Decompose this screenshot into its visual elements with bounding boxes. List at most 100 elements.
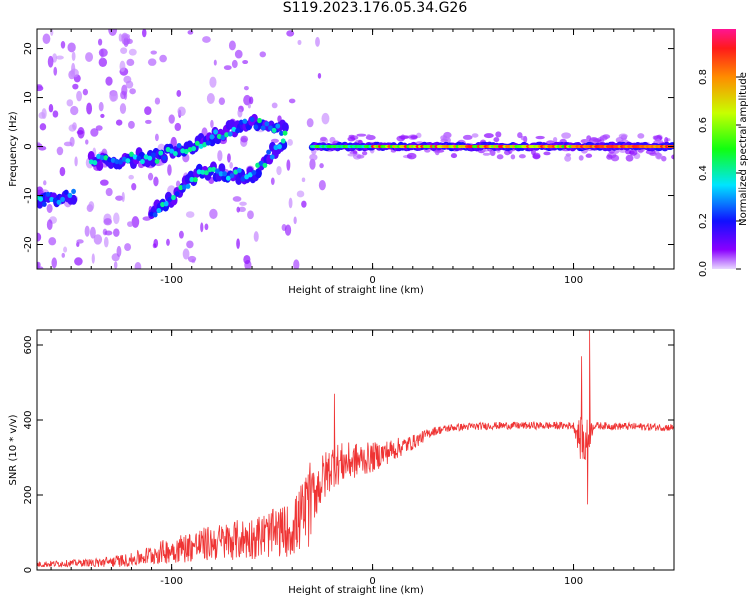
spectrogram-speckle <box>410 135 418 139</box>
spectrogram-ridge-core <box>52 197 58 203</box>
spectrogram-speckle <box>649 152 658 156</box>
spectrogram-speckle <box>301 177 306 183</box>
spectrogram-ridge-core <box>163 201 169 207</box>
spectrogram-ridge-core <box>154 158 160 164</box>
spectrogram-speckle <box>227 153 231 163</box>
spectrogram-ridge-core <box>203 170 209 176</box>
spectrogram-xtick-label: -100 <box>160 275 183 286</box>
spectrogram-speckle <box>361 151 368 156</box>
spectrogram-speckle <box>98 101 104 112</box>
spectrogram-speckle <box>123 37 129 48</box>
spectrogram-speckle <box>39 123 47 131</box>
spectrogram-speckle <box>124 243 132 252</box>
spectrogram-speckle <box>97 38 103 46</box>
spectrogram-speckle <box>450 153 458 159</box>
spectrogram-xtick-label: 100 <box>564 275 583 286</box>
spectrogram-ridge-core <box>205 140 211 146</box>
spectrogram-speckle <box>321 112 330 125</box>
spectrogram-speckle <box>504 149 511 156</box>
spectrogram-ridge-core <box>193 177 198 183</box>
spectrogram-speckle <box>129 88 136 95</box>
spectrogram-speckle <box>60 40 66 49</box>
spectrogram-speckle <box>98 57 108 67</box>
spectrogram-y-ticks: -20 -10 0 10 20 <box>23 42 674 253</box>
spectrogram-ridge-core <box>103 155 109 161</box>
spectrogram-ridge-core <box>268 125 273 131</box>
spectrogram-speckle <box>202 36 211 43</box>
spectrogram-speckle <box>48 103 54 113</box>
spectrogram-speckle <box>243 254 251 265</box>
spectrogram-speckle <box>187 30 194 35</box>
spectrogram-speckle <box>72 122 77 130</box>
snr-y-ticks: 0 200 400 600 <box>23 335 674 573</box>
spectrogram-speckle <box>153 176 159 187</box>
snr-ylabel: SNR (10 * v/v) <box>8 414 19 485</box>
spectrogram-ridge-core <box>211 166 217 172</box>
spectrogram-speckle <box>625 154 634 162</box>
spectrogram-ridge-halo <box>218 163 226 174</box>
spectrogram-ridge-core <box>187 146 193 153</box>
snr-ytick-label: 200 <box>23 485 34 504</box>
spectrogram-speckle <box>41 108 47 120</box>
spectrogram-speckle <box>104 230 113 236</box>
spectrogram-speckle <box>85 52 94 62</box>
spectrogram-speckle <box>187 255 197 263</box>
spectrogram-speckle <box>37 261 41 268</box>
snr-panel: 0 200 400 600 -100 0 100 Height of straight l… <box>8 329 675 596</box>
spectrogram-speckle <box>42 33 51 44</box>
spectrogram-ridge-core <box>183 148 189 155</box>
spectrogram-speckle <box>37 84 43 89</box>
snr-ytick-label: 0 <box>23 567 34 573</box>
spectrogram-ridge-core <box>220 134 226 141</box>
snr-ytick-label: 400 <box>23 410 34 429</box>
spectrogram-ridge-core <box>152 212 158 218</box>
spectrogram-speckle <box>115 195 124 201</box>
spectrogram-ridge-core <box>247 172 253 178</box>
spectrogram-speckle <box>119 60 126 72</box>
spectrogram-speckle <box>629 148 638 156</box>
spectrogram-ridge-core <box>255 162 260 168</box>
spectrogram-ridge-core <box>258 160 264 167</box>
spectrogram-speckle <box>128 174 134 180</box>
spectrogram-ridge-core <box>249 116 255 123</box>
spectrogram-speckle <box>120 47 128 54</box>
spectrogram-speckle <box>100 179 109 186</box>
spectrogram-ridge-core <box>49 196 55 203</box>
spectrogram-speckle <box>71 51 76 61</box>
snr-ytick-label: 600 <box>23 335 34 354</box>
spectrogram-speckle <box>186 240 194 249</box>
spectrogram-speckle <box>113 228 120 237</box>
spectrogram-speckle <box>271 102 278 109</box>
spectrogram-speckle <box>293 216 297 225</box>
spectrogram-speckle <box>56 146 64 156</box>
spectrogram-speckle <box>231 59 238 69</box>
spectrogram-speckle <box>95 125 103 131</box>
spectrogram-ridge-core <box>147 155 153 161</box>
spectrogram-speckle <box>223 65 232 71</box>
spectrogram-speckle <box>134 262 142 269</box>
spectrogram-speckle <box>74 257 83 266</box>
spectrogram-speckle <box>243 94 252 106</box>
spectrogram-ridge-core <box>224 132 229 138</box>
colorbar-tick-label: 0.0 <box>698 261 709 277</box>
spectrogram-ridge-core <box>41 201 47 207</box>
spectrogram-ridge-core <box>162 155 167 161</box>
spectrogram-speckle <box>89 226 96 239</box>
spectrogram-speckle <box>113 212 120 225</box>
snr-xlabel: Height of straight line (km) <box>288 585 424 596</box>
spectrogram-ridge-core <box>266 149 271 155</box>
spectrogram-speckle <box>115 119 123 126</box>
spectrogram-speckle <box>317 72 322 79</box>
spectrogram-speckle <box>309 158 316 170</box>
spectrogram-speckle <box>232 196 242 202</box>
spectrogram-ridge-core <box>242 118 248 124</box>
spectrogram-speckle <box>356 154 365 159</box>
spectrogram-ridge-core <box>262 162 268 168</box>
spectrogram-speckle <box>178 230 184 239</box>
spectrogram-speckle <box>88 201 95 211</box>
spectrogram-ridge-core <box>172 150 178 157</box>
spectrogram-speckle <box>483 133 494 139</box>
spectrogram-speckle <box>259 51 267 58</box>
spectrogram-ridge-core <box>167 196 173 202</box>
spectrogram-ridge-core <box>194 140 200 146</box>
